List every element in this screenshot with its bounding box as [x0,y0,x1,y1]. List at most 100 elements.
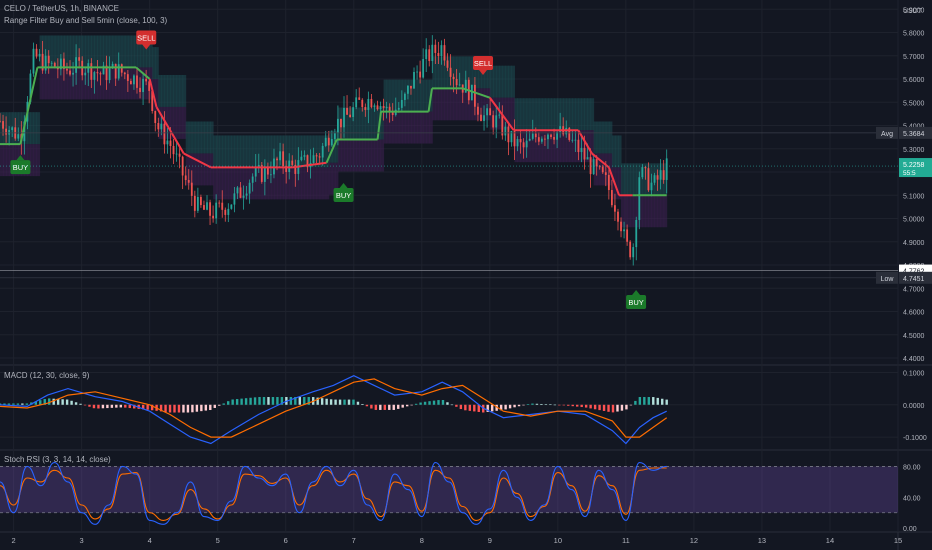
upper-band [328,130,333,163]
stoch-rsi-k-line [0,462,667,525]
macd-histogram-bar [128,404,131,409]
candle-body [117,64,120,79]
macd-histogram-bar [517,404,521,407]
upper-band [657,163,662,196]
lower-band [450,88,455,121]
lower-band [66,67,71,100]
macd-histogram-bar [74,402,78,405]
candle-body [391,111,394,116]
candle-body [422,59,425,78]
lower-band [435,88,439,121]
price-tick-label: 4.9000 [903,240,925,247]
candle-body [571,139,574,141]
macd-histogram-bar [383,404,387,410]
macd-histogram-bar [374,404,378,410]
upper-band [3,112,7,145]
candle-body [114,63,117,79]
candle-body [84,72,87,76]
candle-body [17,134,20,139]
lower-band [353,139,357,172]
macd-histogram-bar [620,404,624,411]
candle-body [108,68,111,81]
macd-histogram-bar [262,397,266,405]
candle-body [218,202,221,204]
candle-body [416,71,418,73]
lower-band [158,106,162,139]
macd-histogram-bar [580,404,583,408]
lower-band [36,144,41,177]
upper-band [319,135,324,168]
candle-body [385,106,388,109]
candle-body [638,177,641,220]
macd-histogram-bar [56,398,60,405]
candle-body [288,160,291,172]
signal-label: SELL [474,59,492,68]
lower-band [487,88,491,121]
upper-band [441,56,445,89]
candle-body [528,138,531,141]
upper-band [554,98,558,131]
range-filter-segment [148,78,158,108]
lower-band [48,67,53,100]
lower-band [377,139,382,172]
lower-band [82,67,86,100]
candle-body [38,53,41,57]
lower-band [45,67,50,100]
lower-band [663,195,668,228]
stoch-rsi-pane: 80.00 40.00 0.00 [0,462,921,533]
upper-band [362,107,366,140]
upper-band [149,35,153,68]
candle-body [93,72,96,80]
macd-histogram-bar [204,404,208,411]
candle-body [50,62,53,64]
macd-histogram-bar [61,399,64,405]
upper-band [386,79,391,112]
lower-band [569,130,573,163]
candle-body [534,133,537,138]
candle-body [343,107,345,128]
candle-body [78,57,81,61]
upper-band [301,135,305,168]
candle-body [434,44,437,53]
candle-body [644,167,647,169]
candle-body [157,123,160,130]
lower-band [340,139,345,172]
upper-band [249,135,254,168]
lower-band [423,111,427,144]
candle-body [178,153,181,157]
lower-band [322,167,327,200]
lower-band [210,153,214,186]
upper-band [541,98,546,131]
lower-band [115,67,120,100]
lower-band [325,167,330,200]
candle-body [623,229,625,232]
candle-body [102,65,105,75]
lower-band [639,195,643,228]
upper-band [602,121,607,154]
lower-band [219,167,223,200]
lower-band [194,153,199,186]
upper-band [48,35,53,68]
lower-band [459,88,464,121]
upper-band [18,112,22,145]
range-filter-segment [135,66,151,80]
time-tick-label: 13 [758,536,766,545]
lower-band [185,153,190,186]
upper-band [313,135,318,168]
candle-body [589,157,592,175]
macd-histogram-bar [325,398,328,405]
upper-band [569,98,573,131]
lower-band [176,106,181,139]
macd-histogram-bar [195,404,199,412]
lower-band [280,167,284,200]
price-tick-label: 4.7000 [903,286,925,293]
low-badge-tag [876,271,898,284]
macd-histogram-bar [21,403,24,405]
upper-band [197,121,202,154]
upper-band [523,98,528,131]
lower-band [258,167,263,200]
lower-band [560,130,564,163]
macd-histogram-bar [106,404,109,409]
macd-histogram-bar [419,402,422,405]
